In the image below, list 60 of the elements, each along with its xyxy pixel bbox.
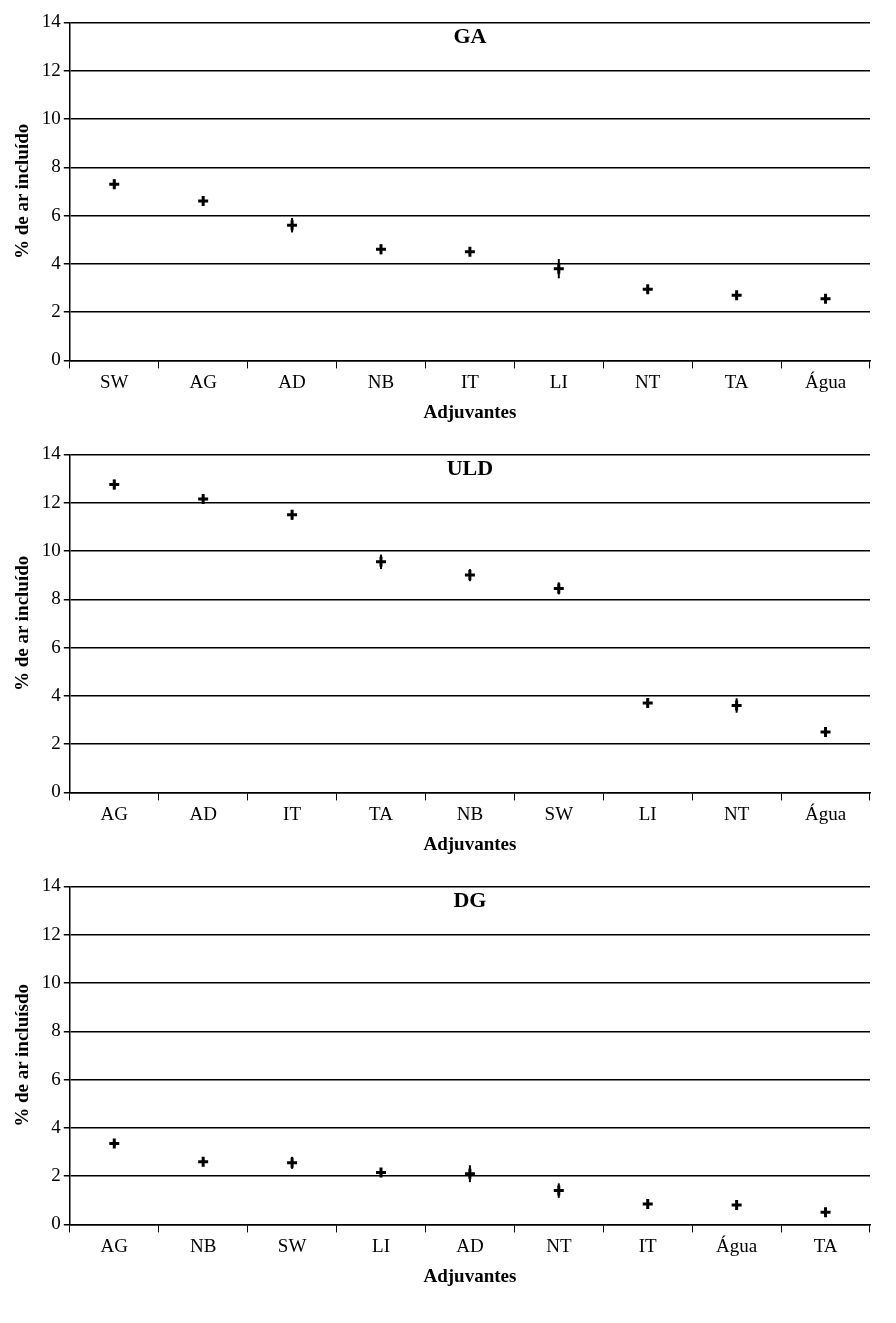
y-tick-label: 0 [51, 348, 61, 370]
x-tick-label: NT [635, 370, 661, 392]
y-tick-label: 0 [51, 780, 61, 802]
y-axis-title: % de ar incluído [11, 123, 33, 260]
x-tick-label: SW [544, 802, 574, 824]
y-tick-label: 12 [41, 922, 61, 944]
x-tick-label: IT [638, 1234, 658, 1256]
x-tick-label: LI [372, 1234, 390, 1256]
y-tick-label: 2 [51, 300, 61, 322]
y-tick-label: 4 [51, 683, 62, 705]
x-tick-label: NT [546, 1234, 572, 1256]
y-tick-label: 14 [41, 442, 62, 464]
x-tick-label: TA [813, 1234, 838, 1256]
y-axis-title: % de ar incluísdo [11, 984, 33, 1127]
x-tick-label: TA [724, 370, 749, 392]
y-tick-label: 6 [51, 635, 61, 657]
x-tick-label: AD [456, 1234, 484, 1256]
x-tick-label: Água [804, 802, 847, 824]
x-tick-label: Água [716, 1234, 758, 1256]
x-tick-label: LI [549, 370, 568, 392]
x-tick-label: NB [367, 370, 395, 392]
x-tick-label: TA [369, 802, 394, 824]
y-tick-label: 12 [41, 58, 61, 80]
y-tick-label: 2 [51, 1164, 61, 1186]
y-axis-title: % de ar incluído [11, 555, 33, 692]
y-tick-label: 10 [41, 970, 61, 992]
x-tick-label: NB [189, 1234, 217, 1256]
y-tick-label: 4 [51, 251, 62, 273]
x-tick-label: AD [189, 802, 217, 824]
x-tick-label: AG [189, 370, 218, 392]
y-tick-label: 10 [41, 538, 61, 560]
chart-title: ULD [446, 455, 494, 481]
y-tick-label: 8 [51, 1019, 61, 1041]
y-tick-label: 8 [51, 155, 61, 177]
x-tick-label: AG [100, 1234, 129, 1256]
y-tick-label: 12 [41, 490, 61, 512]
y-tick-label: 8 [51, 587, 61, 609]
x-tick-label: AG [100, 802, 129, 824]
x-axis-title: Adjuvantes [423, 832, 517, 854]
x-tick-label: IT [283, 802, 302, 824]
y-tick-label: 10 [41, 106, 61, 128]
x-tick-label: LI [638, 802, 657, 824]
y-tick-label: 14 [41, 874, 62, 896]
x-axis-title: Adjuvantes [423, 1264, 517, 1286]
y-tick-label: 4 [51, 1115, 62, 1137]
y-tick-label: 14 [41, 10, 62, 32]
x-axis-title: Adjuvantes [423, 400, 517, 422]
x-tick-label: NB [456, 802, 484, 824]
y-tick-label: 2 [51, 732, 61, 754]
x-tick-label: AD [278, 370, 306, 392]
x-tick-label: SW [277, 1234, 307, 1256]
y-tick-label: 6 [51, 1067, 61, 1089]
x-tick-label: SW [100, 370, 129, 392]
chart-title: DG [453, 887, 487, 913]
chart-title: GA [453, 23, 487, 49]
y-tick-label: 0 [51, 1212, 61, 1234]
x-tick-label: Água [804, 370, 847, 392]
y-tick-label: 6 [51, 203, 61, 225]
x-tick-label: NT [723, 802, 750, 824]
x-tick-label: IT [460, 370, 480, 392]
